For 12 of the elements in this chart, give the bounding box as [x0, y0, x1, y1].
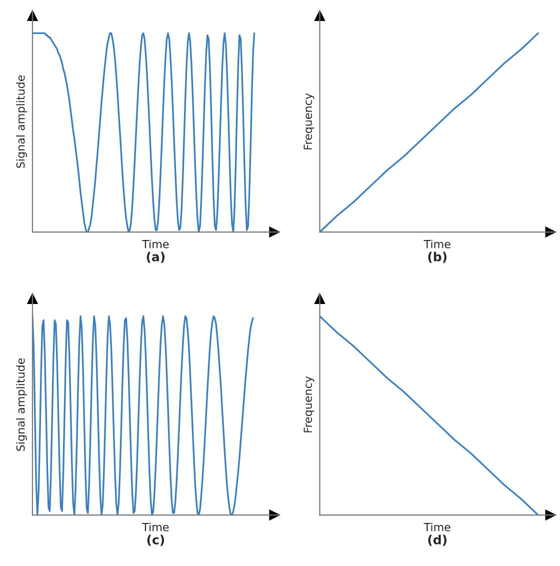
- y-axis-title: Frequency: [304, 376, 314, 432]
- text: (d): [428, 534, 446, 546]
- y-axis-title: Frequency: [304, 93, 314, 150]
- text: (b): [428, 252, 446, 263]
- x-axis-title: Time: [142, 240, 169, 248]
- x-axis-title: Time: [424, 522, 450, 532]
- x-axis-title: Time: [424, 240, 450, 248]
- text: (c): [147, 534, 164, 546]
- y-axis-title: Signal amplitude: [16, 358, 27, 451]
- x-axis-title: Time: [142, 522, 169, 532]
- text: (a): [146, 252, 165, 263]
- y-axis-title: Signal amplitude: [16, 75, 27, 168]
